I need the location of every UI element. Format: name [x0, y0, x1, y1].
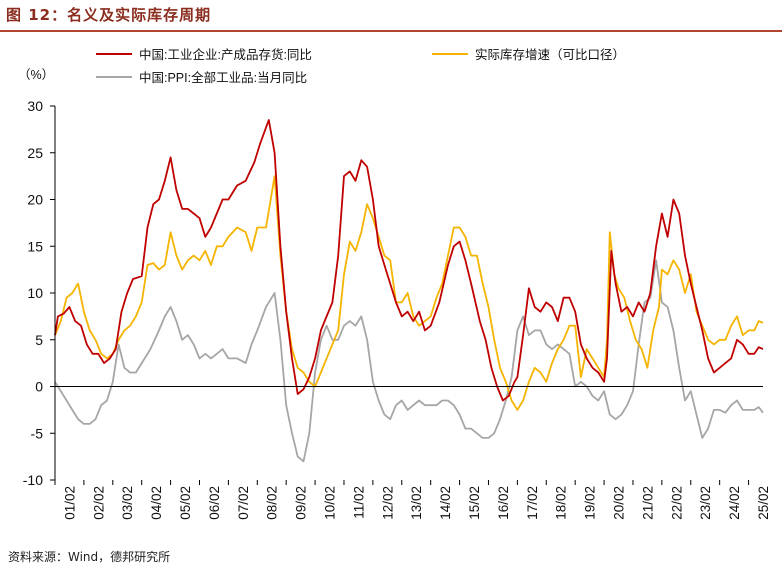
- y-tick-label: 5: [35, 332, 43, 348]
- x-tick-label: 05/02: [178, 486, 193, 520]
- legend-label-inventory-nominal: 中国:工业企业:产成品存货:同比: [139, 47, 312, 62]
- x-tick-label: 15/02: [467, 486, 482, 520]
- x-tick-label: 04/02: [149, 486, 164, 520]
- x-tick-label: 25/02: [756, 486, 771, 520]
- series-line-inventory-nominal: [54, 119, 764, 402]
- y-tick-label: 30: [27, 98, 43, 114]
- x-tick-label: 22/02: [669, 486, 684, 520]
- series-group: [54, 119, 764, 463]
- x-tick-label: 23/02: [698, 486, 713, 520]
- y-tick-label: 15: [27, 238, 43, 254]
- x-tick-label: 21/02: [640, 486, 655, 520]
- series-line-inventory-real: [54, 175, 764, 411]
- y-tick-label: 20: [27, 192, 43, 208]
- x-tick-label: 18/02: [554, 486, 569, 520]
- x-tick-label: 10/02: [323, 486, 338, 520]
- y-tick-label: 25: [27, 145, 43, 161]
- y-tick-label: 10: [27, 285, 43, 301]
- title-divider: [0, 30, 782, 32]
- x-tick-label: 12/02: [380, 486, 395, 520]
- x-tick-label: 24/02: [727, 486, 742, 520]
- figure-title: 图 12：名义及实际库存周期: [6, 6, 212, 24]
- legend: 中国:工业企业:产成品存货:同比 实际库存增速（可比口径） 中国:PPI:全部工…: [96, 47, 625, 85]
- x-tick-label: 20/02: [612, 486, 627, 520]
- y-axis: -10 -5 0 5 10 15 20 25 30: [23, 98, 55, 488]
- x-tick-label: 07/02: [236, 486, 251, 520]
- x-tick-label: 16/02: [496, 486, 511, 520]
- x-tick-label: 17/02: [525, 486, 540, 520]
- y-axis-unit-label: （%）: [18, 68, 54, 82]
- x-tick-label: 11/02: [351, 486, 366, 519]
- chart: 中国:工业企业:产成品存货:同比 实际库存增速（可比口径） 中国:PPI:全部工…: [18, 47, 771, 520]
- x-axis: 01/02 02/02 03/02 04/02 05/02 06/02 07/02 08/02…: [54, 480, 771, 520]
- y-tick-label: -5: [31, 425, 44, 441]
- legend-label-ppi: 中国:PPI:全部工业品:当月同比: [139, 70, 307, 85]
- y-tick-label: 0: [35, 379, 43, 395]
- x-tick-label: 13/02: [409, 486, 424, 520]
- y-tick-label: -10: [23, 472, 43, 488]
- x-tick-label: 01/02: [62, 486, 77, 520]
- x-tick-label: 08/02: [265, 486, 280, 520]
- source-note: 资料来源：Wind，德邦研究所: [8, 550, 171, 564]
- legend-label-inventory-real: 实际库存增速（可比口径）: [475, 47, 625, 62]
- x-tick-label: 02/02: [91, 486, 106, 520]
- x-tick-label: 09/02: [294, 486, 309, 520]
- x-tick-label: 06/02: [207, 486, 222, 520]
- series-line-ppi: [54, 259, 764, 463]
- x-tick-label: 19/02: [583, 486, 598, 520]
- x-tick-label: 14/02: [438, 486, 453, 520]
- x-tick-label: 03/02: [120, 486, 135, 520]
